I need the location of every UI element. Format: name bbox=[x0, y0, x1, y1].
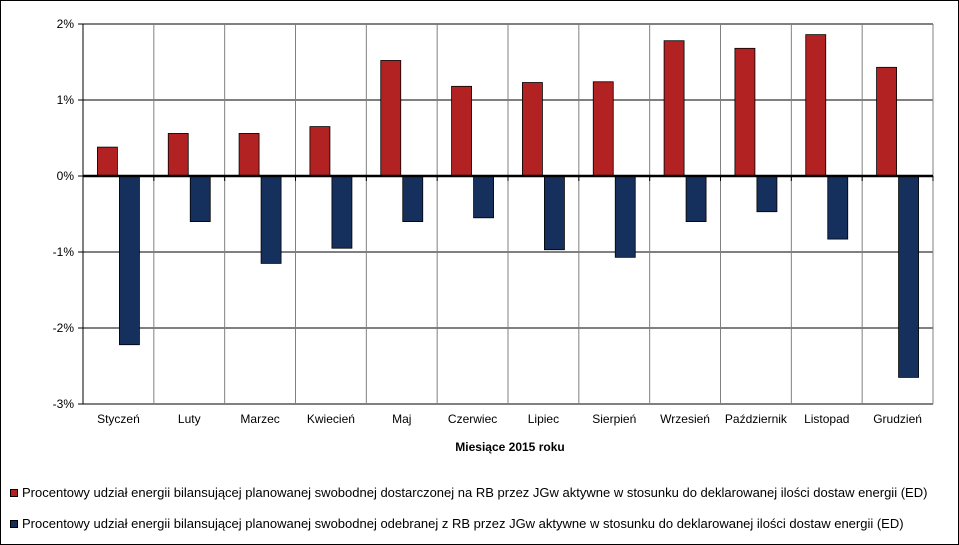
bar-s1-2 bbox=[260, 175, 282, 264]
legend-label-delivered: Procentowy udział energii bilansującej p… bbox=[22, 485, 928, 500]
axes bbox=[78, 23, 934, 405]
bar-s0-8 bbox=[663, 40, 685, 177]
x-tick-label-9: Październik bbox=[725, 412, 788, 426]
y-tick-label-3: -1% bbox=[53, 245, 75, 259]
x-tick-label-0: Styczeń bbox=[97, 412, 140, 426]
y-tick-labels: 2% 1% 0% -1% -2% -3% bbox=[53, 17, 75, 411]
legend-item-delivered: Procentowy udział energii bilansującej p… bbox=[10, 485, 927, 500]
bar-s1-6 bbox=[544, 175, 565, 251]
x-axis-title: Miesiące 2015 roku bbox=[455, 440, 564, 454]
x-tick-label-1: Luty bbox=[178, 412, 201, 426]
bar-s1-1 bbox=[189, 175, 211, 222]
x-tick-label-5: Czerwiec bbox=[448, 412, 497, 426]
bar-s1-8 bbox=[685, 175, 707, 222]
bar-s1-5 bbox=[473, 175, 494, 219]
bar-s0-5 bbox=[451, 85, 472, 177]
x-tick-label-7: Sierpień bbox=[592, 412, 636, 426]
y-tick-label-4: -2% bbox=[53, 321, 75, 335]
legend-label-received: Procentowy udział energii bilansującej p… bbox=[22, 516, 904, 531]
x-tick-label-3: Kwiecień bbox=[307, 412, 355, 426]
bar-s1-9 bbox=[756, 175, 778, 213]
x-tick-label-11: Grudzień bbox=[873, 412, 922, 426]
x-tick-label-8: Wrzesień bbox=[660, 412, 710, 426]
bar-s0-2 bbox=[238, 133, 260, 177]
y-tick-label-2: 0% bbox=[57, 169, 75, 183]
bar-s0-0 bbox=[97, 146, 118, 177]
y-tick-label-1: 1% bbox=[57, 93, 75, 107]
y-tick-label-0: 2% bbox=[57, 17, 75, 31]
bar-s1-11 bbox=[898, 175, 919, 378]
bar-s1-4 bbox=[402, 175, 424, 222]
x-tick-label-6: Lipiec bbox=[528, 412, 559, 426]
legend-item-received: Procentowy udział energii bilansującej p… bbox=[10, 516, 904, 531]
bar-s0-10 bbox=[805, 34, 827, 177]
x-tick-label-4: Maj bbox=[392, 412, 411, 426]
bars bbox=[97, 34, 919, 378]
bar-s0-7 bbox=[592, 81, 614, 177]
bar-s0-3 bbox=[309, 126, 331, 177]
legend-swatch-received bbox=[10, 519, 18, 528]
bar-s1-7 bbox=[614, 175, 636, 258]
legend-swatch-delivered bbox=[10, 488, 18, 497]
bar-s0-1 bbox=[167, 133, 189, 177]
bar-s1-3 bbox=[331, 175, 353, 249]
x-tick-label-2: Marzec bbox=[240, 412, 279, 426]
x-tick-label-10: Listopad bbox=[804, 412, 849, 426]
bar-s0-11 bbox=[876, 66, 897, 177]
bar-s1-0 bbox=[119, 175, 140, 346]
x-tick-labels: Styczeń Luty Marzec Kwiecień Maj Czerwiec Lipi… bbox=[97, 412, 922, 426]
bar-s0-6 bbox=[522, 82, 543, 177]
bar-s0-4 bbox=[380, 60, 402, 177]
y-tick-label-5: -3% bbox=[53, 397, 75, 411]
bar-s1-10 bbox=[827, 175, 849, 240]
bar-s0-9 bbox=[734, 47, 756, 177]
